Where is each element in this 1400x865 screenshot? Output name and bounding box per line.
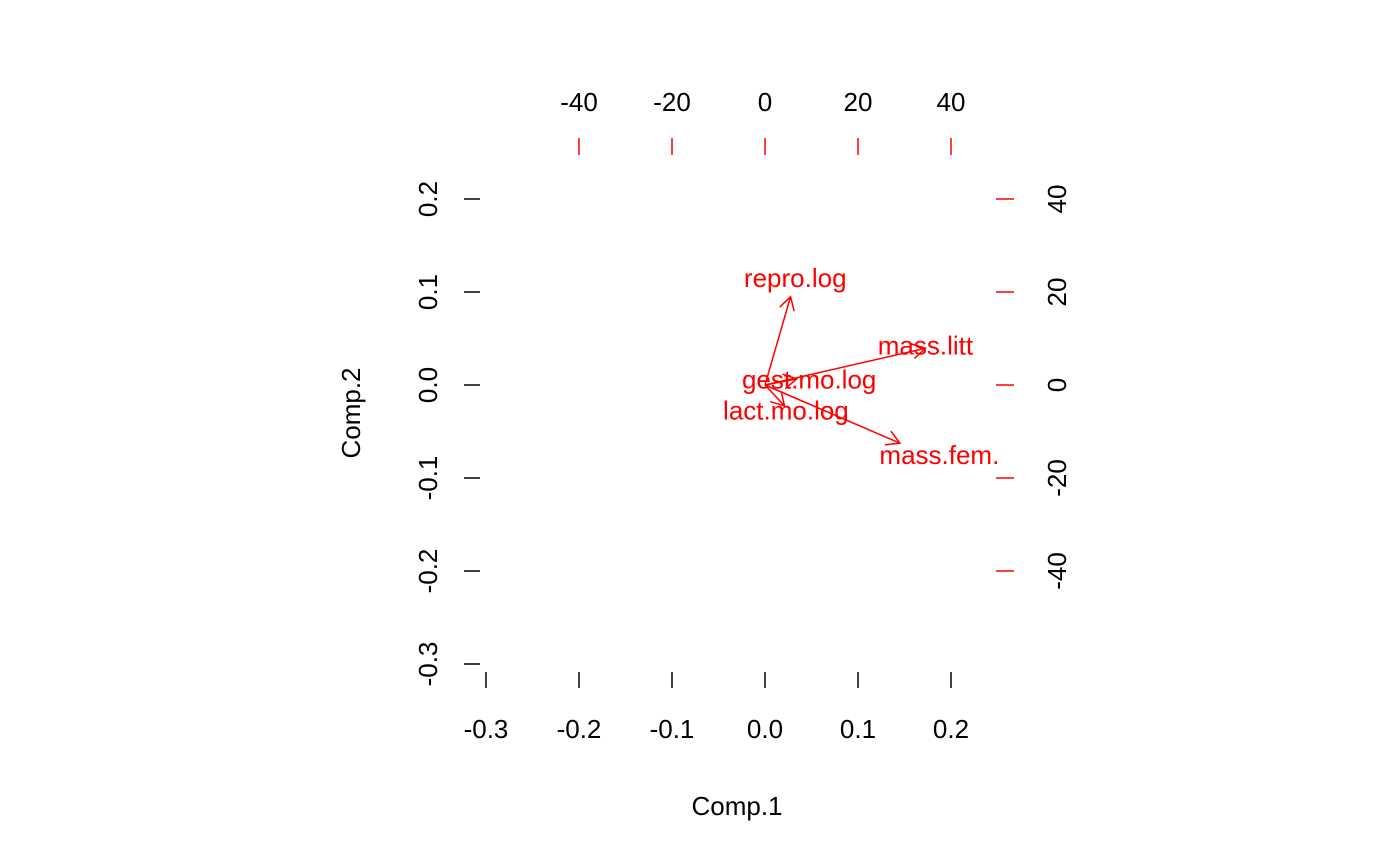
loading-vector-repro-log: [764, 296, 792, 386]
loading-vector-gest-mo-log: [764, 378, 797, 386]
left-tick-label: -0.3: [413, 642, 443, 687]
vector-label: mass.litt: [878, 330, 974, 360]
vector-label: lact.mo.log: [723, 396, 849, 426]
left-tick-label: 0.0: [413, 367, 443, 403]
top-tick-label: 40: [937, 87, 966, 117]
left-tick-label: 0.2: [413, 181, 443, 217]
bottom-axis: -0.3 -0.2 -0.1 0.0 0.1 0.2: [464, 672, 969, 744]
y-axis-title: Comp.2: [336, 367, 366, 458]
left-tick-label: 0.1: [413, 274, 443, 310]
left-tick-label: -0.2: [413, 549, 443, 594]
arrowhead: [884, 430, 902, 446]
right-tick-label: -40: [1042, 552, 1072, 590]
right-tick-label: -20: [1042, 459, 1072, 497]
bottom-tick-label: -0.1: [650, 714, 695, 744]
bottom-tick-label: -0.3: [464, 714, 509, 744]
top-tick-label: -20: [653, 87, 691, 117]
vector-label: mass.fem.: [879, 440, 999, 470]
right-axis: -40 -20 0 20 40: [996, 185, 1072, 590]
loading-vector-mass-fem-: [764, 384, 901, 444]
left-axis: -0.3 -0.2 -0.1 0.0 0.1 0.2: [413, 181, 480, 686]
right-tick-label: 40: [1042, 185, 1072, 214]
top-tick-label: 20: [844, 87, 873, 117]
bottom-tick-label: 0.2: [933, 714, 969, 744]
bottom-tick-label: 0.0: [747, 714, 783, 744]
arrowhead: [779, 295, 795, 312]
loading-vectors: repro.log mass.littgest.mo.loglact.mo.log…: [723, 263, 999, 470]
loading-vector-lact-mo-log: [764, 384, 786, 407]
right-tick-label: 20: [1042, 278, 1072, 307]
right-tick-label: 0: [1042, 378, 1072, 392]
vector-label: gest.mo.log: [742, 364, 876, 394]
bottom-tick-label: -0.2: [557, 714, 602, 744]
bottom-tick-label: 0.1: [840, 714, 876, 744]
arrowhead: [910, 343, 927, 360]
top-tick-label: -40: [560, 87, 598, 117]
top-tick-label: 0: [758, 87, 772, 117]
x-axis-title: Comp.1: [691, 791, 782, 821]
vector-label: repro.log: [744, 263, 847, 293]
top-axis: -40 -20 0 20 40: [560, 87, 965, 155]
loading-vector-mass-litt: [764, 347, 926, 386]
arrowhead: [782, 373, 799, 390]
left-tick-label: -0.1: [413, 456, 443, 501]
arrowhead: [769, 391, 786, 408]
